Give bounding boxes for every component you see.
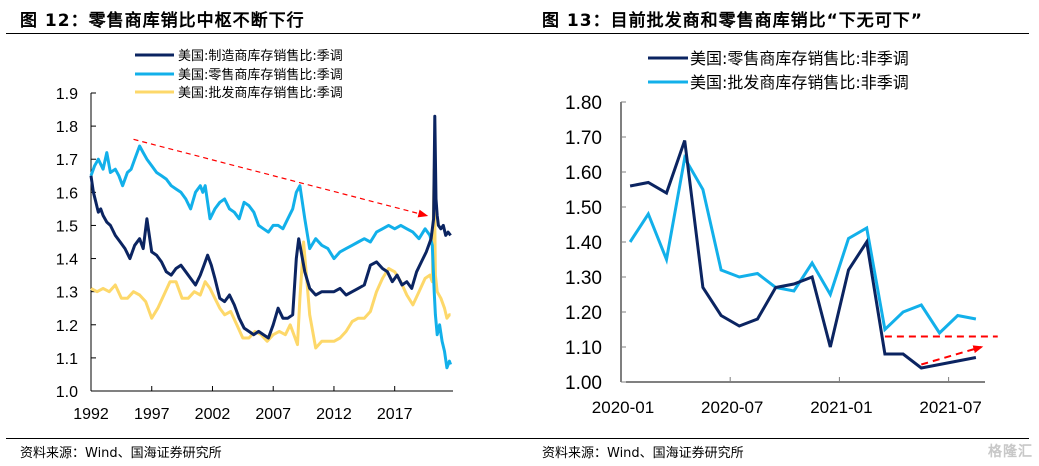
x-tick-label: 2007 bbox=[255, 406, 291, 423]
y-tick-label: 1.0 bbox=[56, 384, 78, 401]
legend-label: 美国:零售商库存销售比:非季调 bbox=[690, 49, 909, 68]
series-line-yellow bbox=[90, 167, 451, 350]
source-divider bbox=[6, 438, 520, 439]
x-tick-label: 2020-01 bbox=[592, 398, 654, 417]
x-tick-label: 2021-01 bbox=[810, 398, 872, 417]
series-line-navy bbox=[629, 140, 977, 370]
y-tick-label: 1.40 bbox=[565, 233, 602, 254]
y-tick-label: 1.2 bbox=[56, 318, 78, 335]
watermark-logo: 格隆汇 bbox=[988, 444, 1033, 460]
x-tick-label: 2012 bbox=[316, 406, 352, 423]
figure-12-source: 资料来源：Wind、国海证券研究所 bbox=[20, 446, 222, 461]
series-line-navy bbox=[89, 114, 452, 340]
y-tick-label: 1.6 bbox=[56, 185, 78, 202]
y-tick-label: 1.70 bbox=[565, 128, 602, 149]
figure-12-title: 图 12：零售商库销比中枢不断下行 bbox=[20, 11, 305, 31]
title-divider bbox=[520, 33, 1029, 34]
source-divider bbox=[520, 438, 1029, 439]
figure-13-chart: 1.00 1.10 1.20 1.30 1.40 1.50 1.60 1.70 1.80 2020… bbox=[565, 49, 998, 417]
x-tick-label: 1997 bbox=[134, 406, 170, 423]
legend-label: 美国:批发商库存销售比:非季调 bbox=[690, 73, 909, 92]
figure-13-title: 图 13：目前批发商和零售商库销比“下无可下” bbox=[542, 11, 923, 31]
y-tick-label: 1.60 bbox=[565, 163, 602, 184]
y-tick-label: 1.5 bbox=[56, 218, 78, 235]
y-tick-label: 1.8 bbox=[56, 119, 78, 136]
y-tick-label: 1.80 bbox=[565, 93, 602, 114]
y-tick-label: 1.20 bbox=[565, 303, 602, 324]
title-divider bbox=[6, 33, 520, 34]
y-tick-label: 1.10 bbox=[565, 338, 602, 359]
x-tick-label: 1992 bbox=[73, 406, 109, 423]
legend-label: 美国:零售商库存销售比:季调 bbox=[178, 67, 343, 83]
figure-12-panel: 图 12：零售商库销比中枢不断下行 1.0 1.1 1.2 1.3 1.4 1.5 1.6 1… bbox=[6, 11, 520, 461]
y-tick-label: 1.30 bbox=[565, 268, 602, 289]
x-tick-label: 2020-07 bbox=[701, 398, 763, 417]
trend-arrow bbox=[133, 138, 429, 218]
legend-label: 美国:批发商库存销售比:季调 bbox=[178, 85, 343, 101]
y-tick-label: 1.00 bbox=[565, 373, 602, 394]
figure-13-panel: 图 13：目前批发商和零售商库销比“下无可下” 1.00 1.10 1.20 1.30… bbox=[520, 0, 1039, 466]
rebound-arrow bbox=[921, 345, 984, 366]
y-tick-label: 1.1 bbox=[56, 351, 78, 368]
figure-13-source: 资料来源：Wind、国海证券研究所 bbox=[542, 446, 744, 461]
y-tick-label: 1.3 bbox=[56, 285, 78, 302]
y-tick-label: 1.4 bbox=[56, 252, 78, 269]
y-tick-label: 1.50 bbox=[565, 198, 602, 219]
x-tick-label: 2017 bbox=[377, 406, 413, 423]
x-tick-label: 2002 bbox=[195, 406, 231, 423]
legend-label: 美国:制造商库存销售比:季调 bbox=[178, 48, 343, 64]
y-tick-label: 1.9 bbox=[56, 86, 78, 103]
series-line-light-blue bbox=[628, 153, 977, 336]
series-line-light-blue bbox=[89, 144, 453, 370]
figure-12-chart: 1.0 1.1 1.2 1.3 1.4 1.5 1.6 1.7 1.8 1.9 1992 1997 20… bbox=[56, 48, 453, 423]
x-tick-label: 2021-07 bbox=[919, 398, 981, 417]
y-tick-label: 1.7 bbox=[56, 152, 78, 169]
